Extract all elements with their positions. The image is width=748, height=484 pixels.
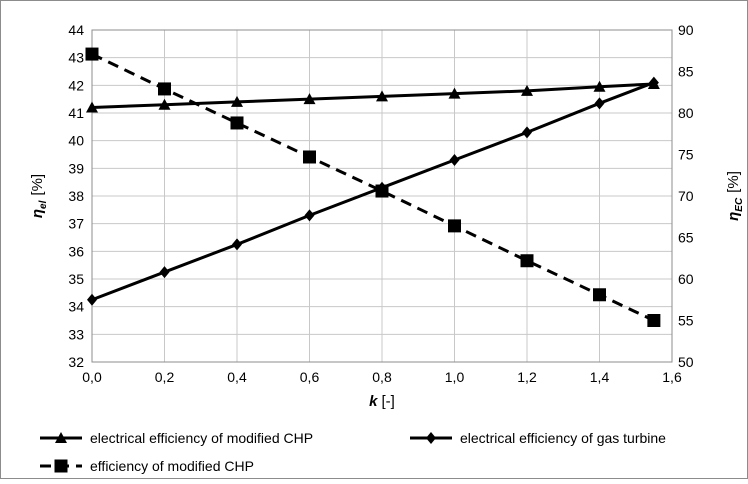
data-point-diamond [304,209,315,222]
series-3 [85,47,661,327]
y-right-tick-label: 55 [678,313,694,329]
data-point-square [593,288,606,302]
data-series [85,47,661,327]
data-point-square [85,47,99,61]
legend-item-3: efficiency of modified CHP [40,458,254,474]
x-tick-label: 1,2 [517,369,537,385]
data-point-triangle [231,95,243,107]
data-point-square [448,219,461,233]
x-tick-label: 0,6 [300,369,320,385]
data-point-diamond [594,97,605,110]
data-point-triangle [158,98,171,110]
data-point-diamond [522,126,532,139]
y-left-tick-label: 34 [68,299,84,315]
legend-label: electrical efficiency of modified CHP [90,430,313,446]
y-right-tick-label: 80 [678,105,694,121]
data-point-triangle [448,87,461,99]
axis-labels: k [-] ηel[%] ηEC[%] [29,171,745,410]
data-point-diamond [648,76,659,89]
y-left-tick-label: 44 [68,22,84,38]
legend-label: electrical efficiency of gas turbine [460,430,666,446]
y-left-tick-label: 40 [68,133,84,149]
data-point-square [158,82,171,96]
y-right-tick-label: 65 [678,230,694,246]
y-right-tick-label: 70 [678,188,694,204]
x-tick-label: 1,0 [445,369,465,385]
x-tick-label: 1,4 [590,369,610,385]
y-left-tick-label: 42 [68,77,84,93]
x-axis-title: k [-] [369,393,395,410]
legend-label: efficiency of modified CHP [90,458,254,474]
x-tick-label: 0,4 [227,369,247,385]
data-point-square [375,184,389,198]
legend-item-1: electrical efficiency of modified CHP [40,430,313,446]
legend-marker-triangle [55,432,67,443]
data-point-square [647,314,661,327]
y-right-tick-label: 75 [678,147,694,163]
y-left-tick-label: 41 [68,105,84,121]
y-right-tick-label: 85 [678,64,694,80]
data-point-diamond [159,266,170,279]
y-left-axis-title: ηel[%] [29,174,49,218]
x-tick-label: 0,8 [372,369,392,385]
legend-marker-square [54,459,68,473]
legend-marker-diamond [426,432,436,444]
y-left-tick-label: 33 [68,326,84,342]
axes: 32 33 34 35 36 37 38 39 40 41 42 43 44 50 55 60 65 70 75 80… [68,22,693,385]
series-1 [86,77,660,113]
y-left-tick-label: 39 [68,160,84,176]
data-point-diamond [87,293,97,306]
data-point-triangle [521,84,533,96]
legend-item-2: electrical efficiency of gas turbine [410,430,666,446]
plot-area [91,29,673,363]
y-left-tick-label: 43 [68,50,84,66]
y-right-axis-title: ηEC[%] [725,171,745,221]
y-right-tick-label: 60 [678,271,694,287]
y-left-tick-label: 32 [68,354,84,370]
x-tick-label: 1,6 [662,369,682,385]
data-point-diamond [449,154,460,167]
data-point-triangle [303,93,316,105]
data-point-square [303,150,316,164]
y-left-tick-label: 35 [68,271,84,287]
y-left-tick-label: 38 [68,188,84,204]
y-left-tick-label: 37 [68,216,84,232]
data-point-square [520,254,534,268]
x-tick-label: 0,2 [155,369,175,385]
legend: electrical efficiency of modified CHP ele… [40,430,666,474]
data-point-diamond [232,238,242,251]
data-point-triangle [86,101,98,113]
data-point-square [230,116,244,130]
x-tick-label: 0,0 [82,369,102,385]
y-left-tick-label: 36 [68,243,84,259]
y-right-tick-label: 50 [678,354,694,370]
data-point-triangle [593,80,606,92]
data-point-triangle [376,90,388,102]
y-right-tick-label: 90 [678,22,694,38]
